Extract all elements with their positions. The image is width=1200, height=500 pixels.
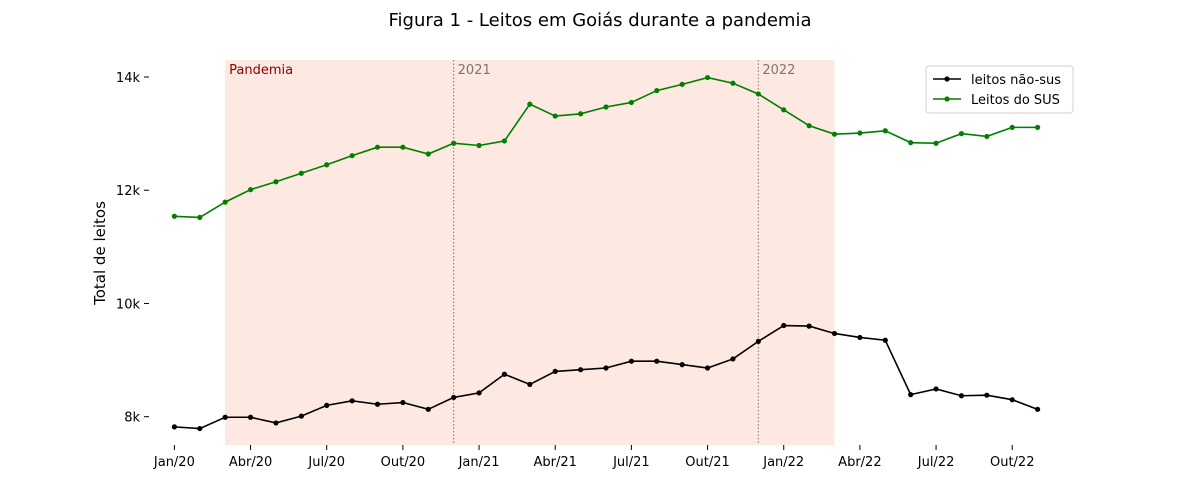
series-point-1	[781, 107, 787, 113]
series-point-0	[501, 371, 508, 377]
series-point-0	[1009, 397, 1015, 403]
legend-marker-0	[944, 76, 950, 82]
x-tick-label: Jan/20	[153, 455, 195, 470]
series-point-1	[527, 101, 533, 107]
series-point-1	[603, 104, 609, 110]
series-point-1	[628, 99, 634, 106]
series-point-0	[984, 392, 990, 398]
x-tick-label: Jul/21	[612, 455, 650, 470]
series-point-0	[882, 337, 888, 343]
series-point-1	[476, 142, 482, 149]
series-point-1	[679, 81, 685, 87]
series-point-1	[857, 130, 863, 136]
series-point-1	[933, 140, 939, 146]
series-point-0	[222, 414, 228, 420]
series-point-0	[755, 338, 761, 344]
year-divider-label-2022: 2022	[762, 63, 795, 78]
series-point-0	[349, 398, 355, 404]
series-point-1	[197, 214, 203, 220]
series-point-0	[247, 414, 254, 420]
series-point-1	[171, 213, 177, 219]
series-point-0	[552, 368, 558, 374]
series-point-0	[603, 365, 609, 371]
series-point-1	[806, 123, 812, 129]
pandemic-label: Pandemia	[229, 63, 293, 78]
series-point-0	[831, 330, 838, 337]
x-tick-label: Abr/21	[534, 455, 577, 470]
legend-label-0: leitos não-sus	[971, 73, 1061, 88]
series-point-0	[730, 356, 736, 362]
series-point-0	[476, 390, 482, 396]
series-point-0	[654, 358, 660, 364]
series-point-1	[324, 162, 330, 168]
x-tick-label: Out/20	[381, 455, 426, 470]
year-divider-label-2021: 2021	[458, 63, 491, 78]
series-point-1	[222, 199, 228, 205]
series-point-1	[425, 151, 431, 157]
series-point-0	[451, 394, 457, 401]
series-point-1	[1035, 124, 1041, 130]
x-tick-label: Out/22	[990, 455, 1035, 470]
series-point-0	[400, 399, 406, 406]
series-point-0	[704, 365, 711, 371]
series-point-1	[400, 144, 406, 150]
series-point-0	[933, 386, 939, 392]
series-point-1	[831, 131, 838, 137]
series-point-0	[628, 358, 634, 364]
series-point-1	[755, 91, 761, 97]
x-tick-label: Jan/22	[762, 455, 804, 470]
series-point-1	[654, 87, 660, 94]
y-axis-label: Total de leitos	[91, 201, 109, 306]
y-tick-label: 8k	[124, 411, 140, 426]
series-point-0	[958, 393, 965, 399]
series-point-1	[984, 133, 990, 140]
series-point-0	[197, 425, 203, 432]
series-point-1	[958, 131, 965, 137]
series-point-0	[425, 406, 431, 412]
x-tick-label: Abr/20	[229, 455, 272, 470]
y-tick-label: 10k	[116, 297, 141, 312]
series-point-0	[679, 362, 685, 368]
series-point-0	[1035, 406, 1041, 412]
series-point-0	[298, 413, 304, 419]
y-tick-label: 12k	[116, 184, 141, 199]
series-point-0	[324, 402, 330, 408]
series-point-0	[374, 401, 381, 407]
x-tick-label: Jan/21	[458, 455, 500, 470]
x-tick-label: Out/21	[685, 455, 730, 470]
series-point-0	[908, 392, 914, 398]
series-point-1	[273, 179, 279, 185]
chart-title: Figura 1 - Leitos em Goiás durante a pan…	[388, 10, 811, 31]
series-point-1	[298, 170, 304, 176]
series-point-1	[552, 113, 558, 119]
series-point-1	[501, 138, 508, 144]
series-point-1	[349, 153, 355, 159]
series-point-0	[527, 381, 533, 388]
series-point-1	[882, 128, 888, 134]
series-point-1	[578, 111, 584, 117]
series-point-1	[704, 74, 711, 81]
series-point-1	[1009, 124, 1015, 130]
pandemic-shaded-region	[225, 60, 835, 445]
y-tick-label: 14k	[116, 71, 141, 86]
x-tick-label: Abr/22	[838, 455, 881, 470]
series-point-0	[781, 322, 787, 329]
series-point-0	[273, 420, 279, 426]
x-tick-label: Jul/22	[917, 455, 955, 470]
legend: leitos não-sus Leitos do SUS	[925, 65, 1074, 114]
series-point-1	[730, 80, 736, 86]
legend-label-1: Leitos do SUS	[971, 93, 1060, 108]
series-point-0	[171, 424, 177, 430]
series-point-0	[857, 334, 863, 341]
legend-marker-1	[944, 96, 950, 102]
series-point-0	[578, 367, 584, 373]
series-point-1	[247, 187, 254, 193]
x-tick-label: Jul/20	[307, 455, 345, 470]
series-point-1	[374, 144, 381, 150]
legend-box	[925, 65, 1074, 114]
series-point-1	[451, 140, 457, 146]
series-point-0	[806, 323, 812, 329]
series-point-1	[908, 140, 914, 146]
